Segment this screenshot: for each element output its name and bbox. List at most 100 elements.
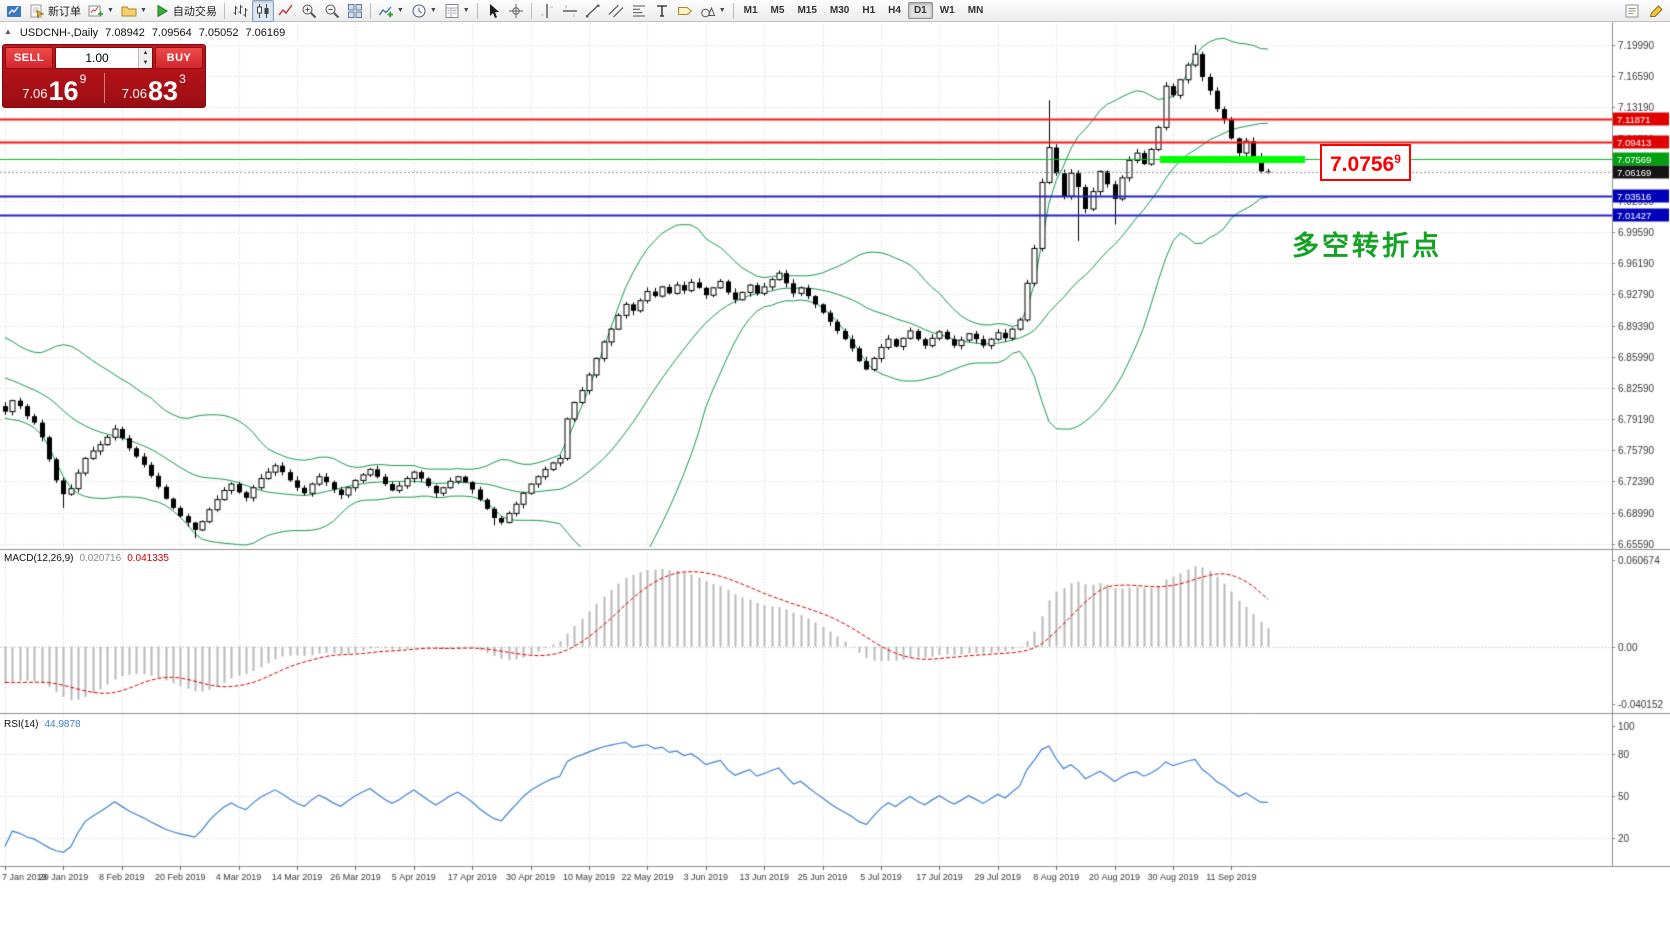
buy-price-point: 3 <box>179 72 186 86</box>
tile-icon <box>347 3 363 19</box>
new-order-button-label: 新订单 <box>48 5 81 18</box>
horizontal-line-button[interactable] <box>559 0 581 22</box>
toolbar-separator <box>530 2 532 19</box>
rsi-value: 44.9878 <box>44 719 81 730</box>
timeframe-m5-button[interactable]: M5 <box>770 5 785 16</box>
dropdown-caret-icon: ▼ <box>107 7 114 14</box>
zoomout-icon <box>324 3 340 19</box>
shapes-button[interactable]: ▼ <box>697 0 729 22</box>
autotrade-icon <box>154 3 170 19</box>
timeframe-m15-button[interactable]: M15 <box>797 5 817 16</box>
crosshair-icon <box>508 3 524 19</box>
ohlc-close: 7.06169 <box>245 27 286 39</box>
volume-up-icon[interactable]: ▲ <box>142 50 149 56</box>
channel-icon <box>608 3 624 19</box>
toolbar-separator <box>732 2 734 19</box>
buy-price-pips: 83 <box>148 76 179 106</box>
line-chart-button[interactable] <box>275 0 297 22</box>
profiles-button[interactable]: ▼ <box>118 0 150 22</box>
price-divider <box>103 73 105 103</box>
auto-trading-button[interactable]: 自动交易 <box>151 0 220 22</box>
volume-spinner[interactable]: ▲ ▼ <box>138 48 152 68</box>
timeframe-d1-button[interactable]: D1 <box>907 2 933 19</box>
bars-icon <box>232 3 248 19</box>
shapes-icon <box>700 3 716 19</box>
macd-indicator-label: MACD(12,26,9) 0.020716 0.041335 <box>4 553 169 564</box>
buy-button[interactable]: BUY <box>155 47 203 69</box>
dropdown-caret-icon: ▼ <box>396 7 404 14</box>
auto-trading-button-label: 自动交易 <box>172 5 217 18</box>
volume-down-icon[interactable]: ▼ <box>142 60 149 66</box>
dropdown-caret-icon: ▼ <box>139 7 147 14</box>
templates-button[interactable]: ▼ <box>441 0 473 22</box>
sell-button[interactable]: SELL <box>5 47 53 69</box>
volume-control: ▲ ▼ <box>55 47 153 69</box>
text-icon <box>654 3 670 19</box>
fibonacci-button[interactable] <box>628 0 650 22</box>
cursor-icon <box>485 3 501 19</box>
collapse-objects-icon[interactable]: ▲ <box>4 27 12 36</box>
volume-input[interactable] <box>56 48 138 68</box>
tile-windows-button[interactable] <box>344 0 366 22</box>
timeframe-m30-button[interactable]: M30 <box>829 5 850 16</box>
clock-icon <box>411 3 427 19</box>
newchart-icon <box>88 3 104 19</box>
template-icon <box>444 3 460 19</box>
timeframe-w1-button[interactable]: W1 <box>939 5 955 16</box>
buy-price-base: 7.06 <box>121 86 148 101</box>
zoom-out-button[interactable] <box>321 0 343 22</box>
ohlc-open: 7.08942 <box>105 27 145 39</box>
zoom-in-button[interactable] <box>298 0 320 22</box>
fibo-icon <box>631 3 647 19</box>
buy-price[interactable]: 7.06 83 3 <box>105 71 204 105</box>
rsi-name: RSI(14) <box>4 719 39 730</box>
sell-price-point: 9 <box>79 72 87 86</box>
timeframe-h4-button[interactable]: H4 <box>888 5 901 16</box>
vline-icon <box>539 3 555 19</box>
sell-price[interactable]: 7.06 16 9 <box>5 71 104 105</box>
toolbar-separator <box>369 2 371 19</box>
pencil-icon[interactable] <box>1645 0 1667 22</box>
price-chart-canvas[interactable] <box>0 22 1670 944</box>
timeframe-m1-button[interactable]: M1 <box>743 5 758 16</box>
vertical-line-button[interactable] <box>536 0 558 22</box>
macd-main-value: 0.020716 <box>79 553 122 564</box>
notes-icon[interactable] <box>1621 0 1643 22</box>
hline-icon <box>562 3 578 19</box>
crosshair-button[interactable] <box>505 0 527 22</box>
new-chart-button[interactable]: ▼ <box>85 0 117 22</box>
price-callout-text: 7.0756 <box>1330 153 1395 176</box>
price-callout-sup: 9 <box>1394 152 1401 166</box>
profiles-icon <box>121 3 137 19</box>
periods-button[interactable]: ▼ <box>408 0 440 22</box>
macd-name: MACD(12,26,9) <box>4 553 74 564</box>
trendline-button[interactable] <box>582 0 604 22</box>
one-click-trading-widget: SELL ▲ ▼ BUY 7.06 16 9 7.06 83 3 <box>2 44 206 108</box>
macd-signal-value: 0.041335 <box>127 553 169 564</box>
bar-chart-button[interactable] <box>229 0 251 22</box>
chart-ohlc-title: ▲ USDCNH-,Daily 7.08942 7.09564 7.05052 … <box>4 27 285 39</box>
timeframe-mn-button[interactable]: MN <box>967 5 984 16</box>
sell-price-base: 7.06 <box>22 86 48 101</box>
text-button[interactable] <box>651 0 673 22</box>
chart-annotation-text[interactable]: 多空转折点 <box>1292 231 1442 261</box>
candlestick-chart-button[interactable] <box>251 0 274 22</box>
terminal-icon[interactable] <box>3 0 25 22</box>
cursor-button[interactable] <box>482 0 504 22</box>
label-icon <box>677 3 693 19</box>
indicators-button[interactable]: ▼ <box>375 0 407 22</box>
new-order-button[interactable]: 新订单 <box>26 0 84 22</box>
equidistant-channel-button[interactable] <box>605 0 627 22</box>
text-label-button[interactable] <box>674 0 696 22</box>
pencil-icon <box>1648 3 1664 19</box>
ohlc-high: 7.09564 <box>151 27 192 39</box>
dropdown-caret-icon: ▼ <box>429 7 437 14</box>
zoomin-icon <box>301 3 317 19</box>
dropdown-caret-icon: ▼ <box>462 7 470 14</box>
timeframe-h1-button[interactable]: H1 <box>862 5 876 16</box>
toolbar-separator <box>476 2 478 19</box>
sell-price-pips: 16 <box>48 76 79 106</box>
symbol-timeframe-label: USDCNH-,Daily <box>19 27 99 39</box>
indicators-icon <box>378 3 394 19</box>
price-callout-label[interactable]: 7.07569 <box>1320 144 1411 181</box>
